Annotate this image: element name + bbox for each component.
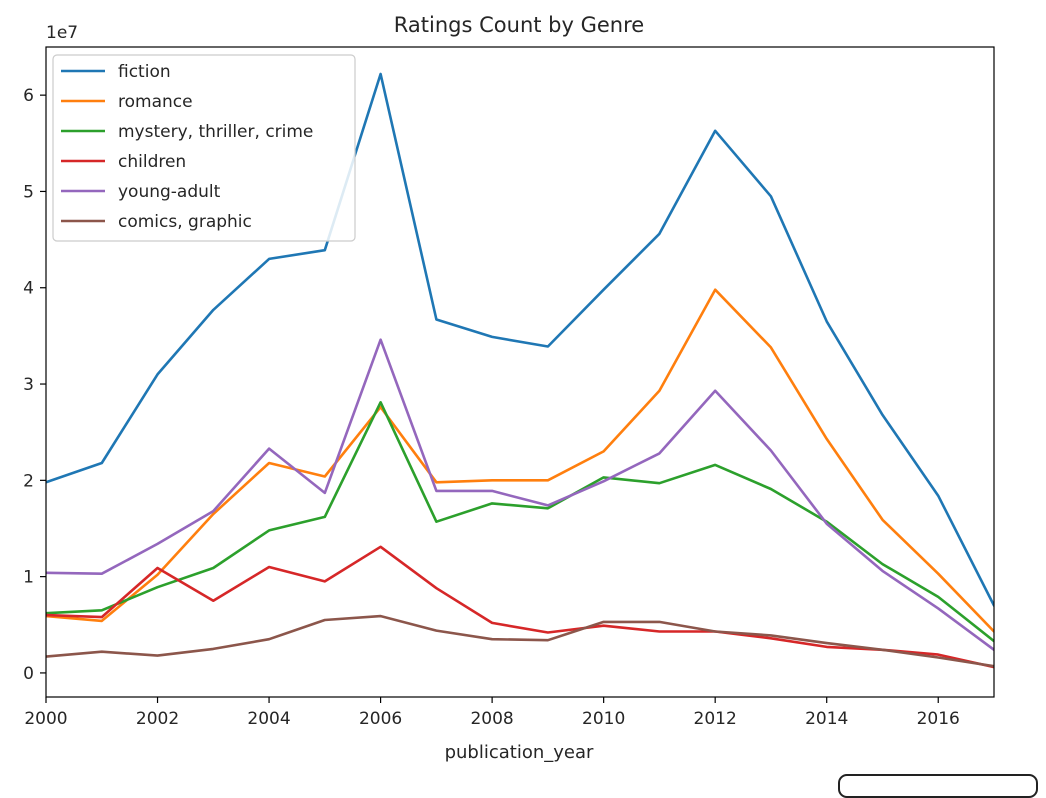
legend-label: children — [118, 152, 186, 172]
legend-label: mystery, thriller, crime — [118, 122, 313, 142]
series-line-3 — [46, 400, 994, 643]
x-tick-label: 2002 — [136, 709, 179, 729]
legend: fiction romance mystery, thriller, crime ch… — [52, 54, 356, 242]
x-tick-label: 2004 — [247, 709, 290, 729]
x-tick-label: 2008 — [470, 709, 513, 729]
series-line-4 — [46, 545, 994, 669]
y-axis-ticks: 0 1 2 3 4 5 6 — [23, 86, 46, 684]
chart-title: Ratings Count by Genre — [394, 13, 644, 37]
x-tick-label: 2000 — [24, 709, 67, 729]
legend-label: young-adult — [118, 182, 221, 202]
legend-box — [52, 54, 356, 242]
x-tick-label: 2012 — [694, 709, 737, 729]
x-tick-label: 2014 — [805, 709, 848, 729]
y-tick-label: 3 — [23, 375, 34, 395]
legend-label: fiction — [118, 62, 171, 82]
y-axis-scale-label: 1e7 — [46, 23, 78, 43]
legend-label: romance — [118, 92, 193, 112]
x-tick-label: 2010 — [582, 709, 625, 729]
x-tick-label: 2016 — [917, 709, 960, 729]
line-chart: Ratings Count by Genre 1e7 2000 2002 2004 2… — [23, 13, 995, 763]
corner-button[interactable] — [838, 774, 1038, 798]
series-lines — [46, 72, 994, 669]
series-line-2 — [46, 288, 994, 633]
y-tick-label: 5 — [23, 182, 34, 202]
series-line-6 — [46, 614, 994, 668]
x-tick-label: 2006 — [359, 709, 402, 729]
y-tick-label: 0 — [23, 664, 34, 684]
y-tick-label: 6 — [23, 86, 34, 106]
y-tick-label: 4 — [23, 279, 34, 299]
x-axis-ticks: 2000 2002 2004 2006 2008 2010 2012 2014 2016 — [24, 697, 960, 729]
x-axis-label: publication_year — [445, 742, 594, 763]
series-line-1 — [46, 72, 994, 607]
series-line-5 — [46, 338, 994, 652]
legend-label: comics, graphic — [118, 212, 252, 232]
y-tick-label: 1 — [23, 568, 34, 588]
y-tick-label: 2 — [23, 471, 34, 491]
plot-frame — [45, 46, 995, 698]
